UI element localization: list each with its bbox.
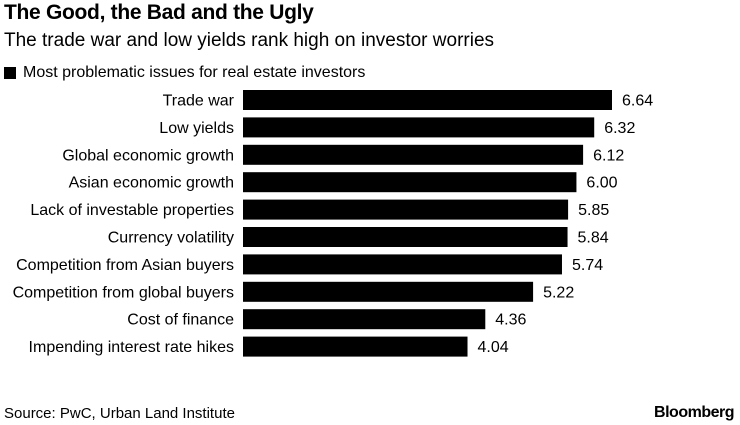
value-label: 5.74 xyxy=(572,257,603,274)
bar xyxy=(243,144,584,165)
legend-label: Most problematic issues for real estate … xyxy=(23,64,366,81)
category-label: Asian economic growth xyxy=(69,175,234,192)
value-label: 6.00 xyxy=(586,175,617,192)
category-label: Lack of investable properties xyxy=(30,202,234,219)
bar xyxy=(243,336,468,357)
bar xyxy=(243,199,569,220)
value-label: 6.12 xyxy=(593,147,624,164)
category-label: Low yields xyxy=(159,120,234,137)
bar xyxy=(243,254,562,275)
category-label: Impending interest rate hikes xyxy=(29,339,234,356)
category-label: Cost of finance xyxy=(127,312,234,329)
bloomberg-logo: Bloomberg xyxy=(654,404,734,421)
bar xyxy=(243,227,568,247)
value-label: 5.84 xyxy=(578,230,609,247)
category-label: Competition from Asian buyers xyxy=(16,257,234,274)
value-label: 4.04 xyxy=(478,339,509,356)
bar xyxy=(243,117,595,138)
bar xyxy=(243,309,486,330)
chart-subtitle: The trade war and low yields rank high o… xyxy=(4,30,495,51)
chart-title: The Good, the Bad and the Ugly xyxy=(4,1,314,24)
category-label: Global economic growth xyxy=(62,147,234,164)
legend-swatch xyxy=(4,67,16,79)
value-label: 6.64 xyxy=(622,93,653,110)
category-label: Currency volatility xyxy=(108,230,234,247)
bar xyxy=(243,90,612,110)
bar xyxy=(243,281,534,302)
category-label: Competition from global buyers xyxy=(13,284,234,301)
category-label: Trade war xyxy=(163,93,235,110)
value-label: 6.32 xyxy=(604,120,635,137)
value-label: 5.22 xyxy=(543,284,574,301)
value-label: 5.85 xyxy=(578,202,609,219)
bar xyxy=(243,172,577,193)
legend: Most problematic issues for real estate … xyxy=(4,64,365,82)
value-label: 4.36 xyxy=(495,312,526,329)
source-note: Source: PwC, Urban Land Institute xyxy=(4,405,235,422)
